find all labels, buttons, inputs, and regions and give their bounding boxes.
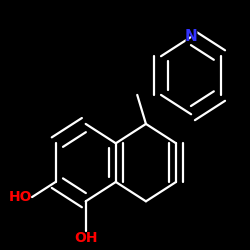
Text: HO: HO [4,188,32,206]
Text: N: N [184,28,198,46]
Text: OH: OH [72,232,100,250]
Text: HO: HO [8,190,32,204]
Text: OH: OH [74,232,98,245]
Text: N: N [185,29,198,44]
